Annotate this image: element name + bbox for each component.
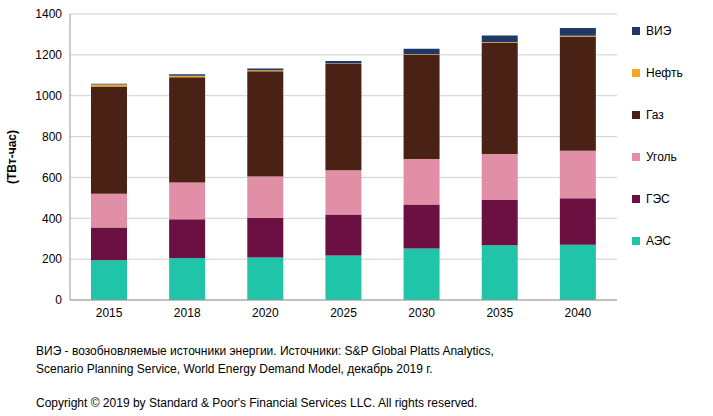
svg-text:1000: 1000: [35, 89, 62, 103]
html-text:Scenario Planning Service, Wor: Scenario Planning Service, World Energy …: [36, 362, 433, 376]
svg-text:2040: 2040: [565, 306, 592, 320]
html-text:Нефть: Нефть: [646, 66, 683, 80]
svg-text:2015: 2015: [96, 306, 123, 320]
svg-text:2030: 2030: [408, 306, 435, 320]
svg-text:0: 0: [55, 293, 62, 307]
svg-text:1400: 1400: [35, 7, 62, 21]
html-text:АЭС: АЭС: [646, 234, 671, 248]
svg-text:2025: 2025: [330, 306, 357, 320]
html-text:Уголь: Уголь: [646, 150, 677, 164]
svg-text:200: 200: [42, 252, 62, 266]
svg-text:1200: 1200: [35, 48, 62, 62]
html-text:ГЭС: ГЭС: [646, 192, 670, 206]
html-text:Copyright © 2019 by Standard &: Copyright © 2019 by Standard & Poor's Fi…: [36, 396, 478, 410]
svg-text:2018: 2018: [174, 306, 201, 320]
svg-text:2020: 2020: [252, 306, 279, 320]
svg-text:800: 800: [42, 130, 62, 144]
html-text:ВИЭ: ВИЭ: [646, 24, 672, 38]
svg-text:(ТВт-час): (ТВт-час): [8, 130, 19, 184]
html-text:ВИЭ - возобновляемые источники: ВИЭ - возобновляемые источники энергии. …: [36, 344, 494, 358]
svg-text:400: 400: [42, 212, 62, 226]
svg-text:2035: 2035: [486, 306, 513, 320]
html-text:Газ: Газ: [646, 108, 664, 122]
svg-text:600: 600: [42, 171, 62, 185]
